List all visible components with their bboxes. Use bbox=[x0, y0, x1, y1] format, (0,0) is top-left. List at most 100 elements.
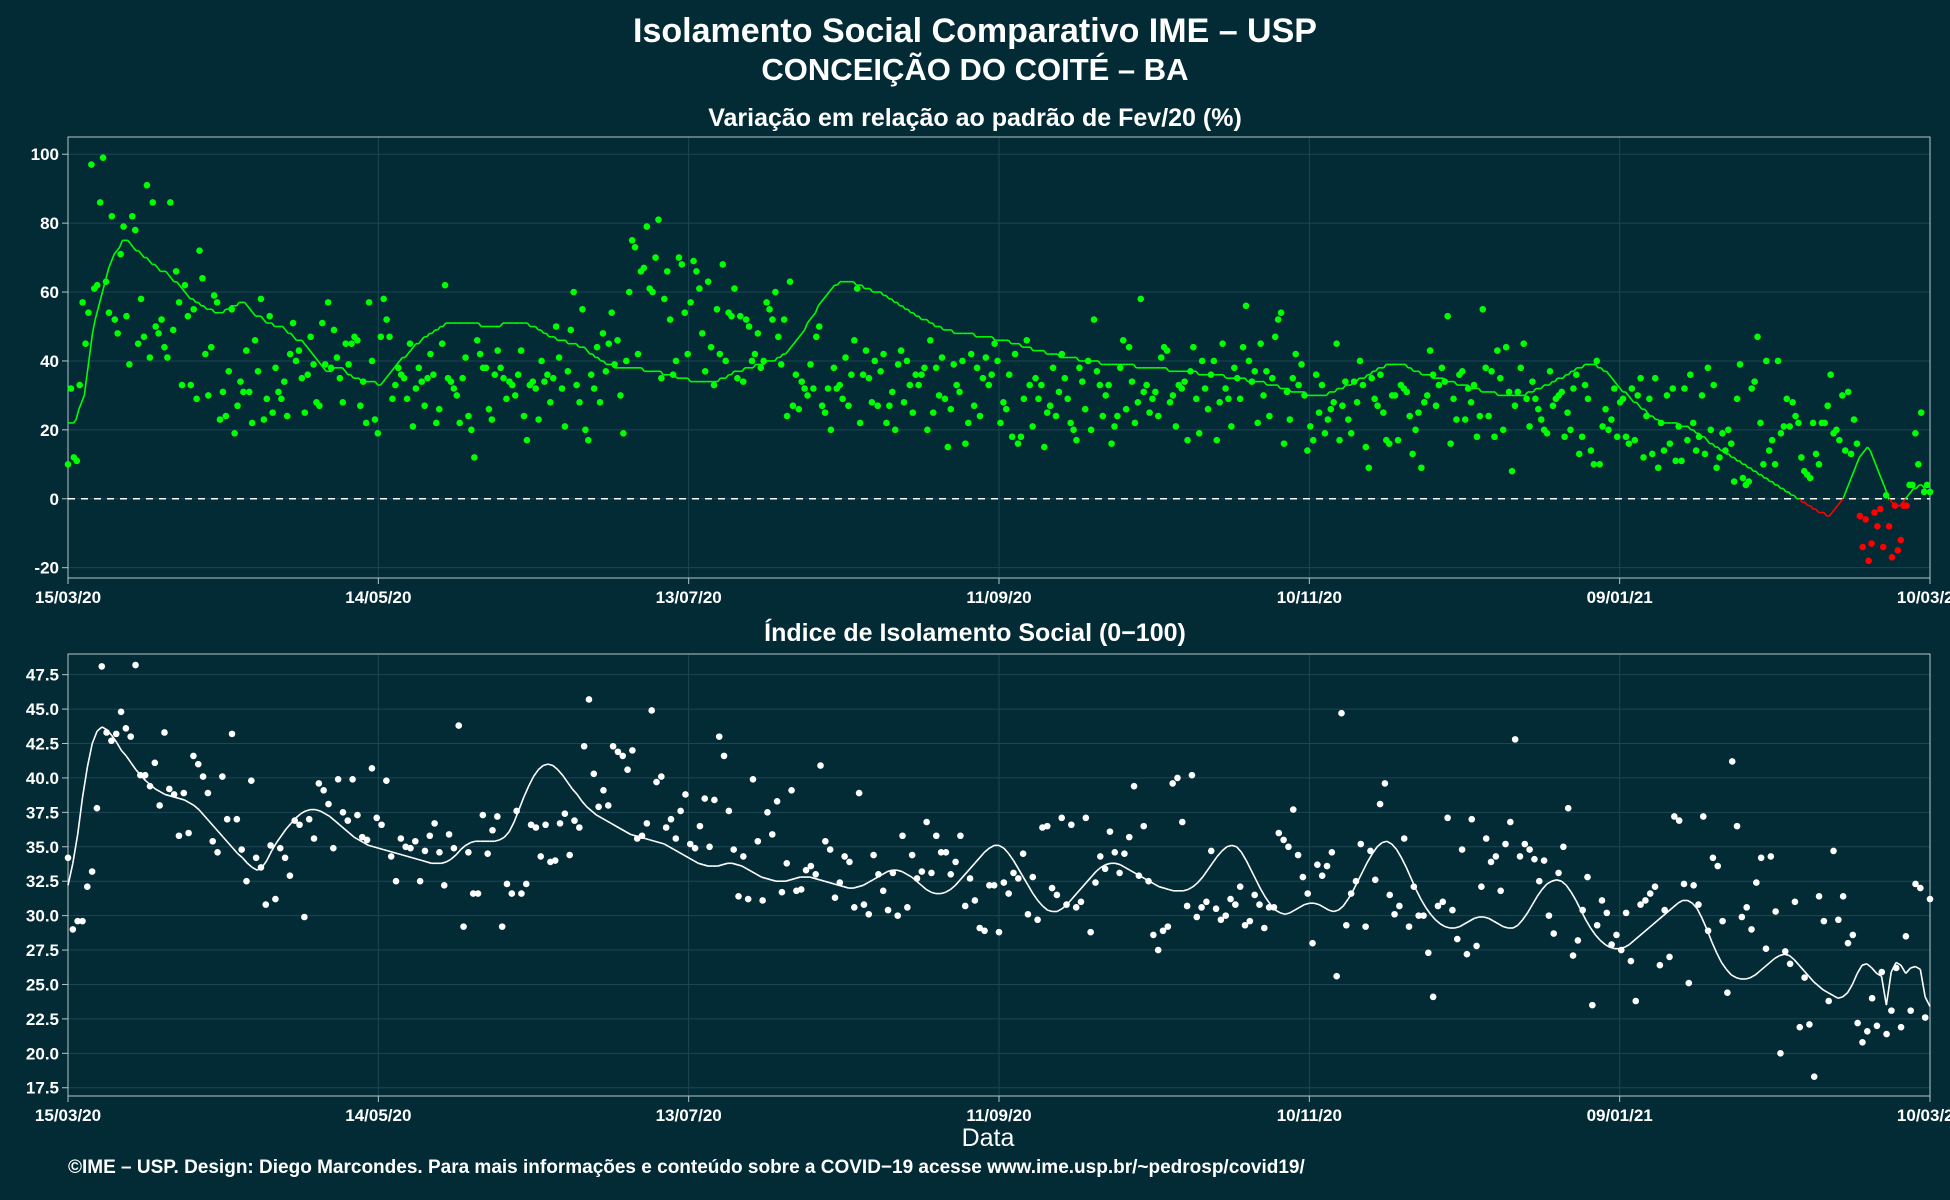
index-data-point bbox=[1714, 862, 1722, 870]
variation-data-point bbox=[368, 357, 376, 365]
variation-data-point bbox=[438, 340, 446, 348]
variation-moving-average-segment bbox=[1263, 381, 1268, 386]
variation-data-point bbox=[561, 423, 569, 430]
variation-moving-average-segment bbox=[1880, 477, 1885, 486]
index-data-point bbox=[1651, 883, 1659, 891]
variation-moving-average-segment bbox=[526, 322, 531, 327]
variation-moving-average-segment bbox=[1018, 343, 1023, 348]
variation-data-point bbox=[415, 364, 423, 372]
variation-moving-average-segment bbox=[1132, 363, 1137, 369]
variation-moving-average-segment bbox=[412, 343, 417, 348]
variation-moving-average-segment bbox=[244, 301, 249, 307]
index-moving-average-segment bbox=[1594, 934, 1601, 941]
index-data-point bbox=[1299, 873, 1307, 881]
top-panel-title: Variação em relação ao padrão de Fev/20 … bbox=[708, 104, 1242, 132]
index-moving-average-segment bbox=[387, 850, 394, 854]
index-moving-average-segment bbox=[819, 879, 825, 882]
index-moving-average-segment bbox=[649, 839, 655, 843]
index-data-point bbox=[450, 844, 458, 852]
variation-data-point bbox=[175, 299, 183, 306]
index-data-point bbox=[219, 773, 226, 780]
index-data-point bbox=[199, 773, 207, 780]
index-data-point bbox=[1034, 916, 1041, 924]
index-moving-average-segment bbox=[1735, 976, 1742, 980]
index-data-point bbox=[305, 815, 313, 823]
variation-data-point bbox=[1488, 367, 1495, 375]
index-data-point bbox=[1521, 840, 1529, 848]
index-moving-average-segment bbox=[208, 820, 215, 827]
index-data-point bbox=[233, 815, 241, 823]
variation-data-point bbox=[1675, 423, 1682, 430]
variation-data-point bbox=[739, 378, 747, 385]
index-data-point bbox=[1391, 910, 1398, 918]
index-data-point bbox=[494, 813, 501, 820]
variation-moving-average-segment bbox=[591, 353, 596, 358]
variation-data-point bbox=[1093, 367, 1101, 375]
index-data-point bbox=[431, 820, 438, 827]
index-data-point bbox=[783, 859, 791, 867]
variation-data-point bbox=[1274, 316, 1282, 323]
index-data-point bbox=[1468, 815, 1476, 823]
variation-data-point bbox=[795, 405, 803, 413]
variation-data-point bbox=[1201, 385, 1209, 392]
variation-data-point bbox=[1403, 388, 1411, 396]
index-data-point bbox=[103, 729, 110, 736]
index-moving-average-segment bbox=[67, 863, 74, 886]
index-moving-average-segment bbox=[809, 876, 815, 880]
index-data-point bbox=[1608, 941, 1615, 948]
variation-moving-average-segment bbox=[730, 370, 735, 376]
variation-data-point bbox=[851, 336, 858, 344]
index-data-point bbox=[1203, 898, 1210, 906]
variation-data-point bbox=[1514, 388, 1522, 396]
index-data-point bbox=[658, 773, 665, 780]
index-moving-average-segment bbox=[1231, 844, 1237, 848]
variation-moving-average-segment bbox=[1755, 470, 1760, 476]
index-moving-average-segment bbox=[72, 834, 79, 864]
variation-moving-average-segment bbox=[129, 243, 134, 248]
variation-data-point bbox=[207, 343, 215, 351]
variation-data-point bbox=[1719, 429, 1726, 437]
variation-data-point bbox=[623, 357, 630, 365]
index-data-point bbox=[740, 853, 747, 860]
variation-data-point bbox=[1874, 523, 1881, 530]
index-moving-average-segment bbox=[363, 841, 370, 847]
index-data-point bbox=[595, 803, 602, 811]
variation-data-point bbox=[947, 405, 955, 413]
variation-moving-average-segment bbox=[1687, 425, 1692, 431]
variation-data-point bbox=[585, 436, 592, 444]
variation-data-point bbox=[1087, 426, 1095, 434]
index-moving-average-segment bbox=[1517, 919, 1524, 926]
variation-data-point bbox=[1824, 402, 1831, 410]
index-data-point bbox=[1256, 901, 1263, 908]
variation-data-point bbox=[503, 395, 510, 403]
index-moving-average-segment bbox=[1304, 902, 1310, 906]
variation-data-point bbox=[842, 354, 849, 361]
index-data-point bbox=[865, 910, 873, 918]
variation-data-point bbox=[1304, 447, 1311, 454]
variation-moving-average-segment bbox=[292, 336, 297, 341]
variation-data-point bbox=[123, 312, 130, 320]
variation-data-point bbox=[754, 330, 762, 337]
variation-data-point bbox=[1590, 461, 1598, 468]
variation-data-point bbox=[877, 367, 884, 375]
index-data-point bbox=[682, 791, 689, 798]
variation-moving-average-segment bbox=[1222, 374, 1227, 379]
index-moving-average-segment bbox=[1361, 861, 1369, 872]
variation-data-point bbox=[245, 388, 253, 396]
variation-data-point bbox=[973, 364, 981, 372]
variation-data-point bbox=[1879, 543, 1887, 551]
index-data-point bbox=[691, 844, 699, 852]
index-data-point bbox=[1603, 909, 1611, 917]
variation-data-point bbox=[418, 378, 425, 385]
variation-data-point bbox=[1707, 426, 1715, 434]
index-data-point bbox=[1709, 854, 1717, 862]
variation-moving-average-segment bbox=[1798, 498, 1803, 503]
index-data-point bbox=[1198, 904, 1205, 911]
index-moving-average-segment bbox=[324, 813, 331, 818]
variation-moving-average-segment bbox=[907, 308, 912, 314]
index-data-point bbox=[1463, 950, 1471, 958]
variation-data-point bbox=[1070, 426, 1077, 434]
variation-data-point bbox=[357, 402, 364, 410]
index-data-point bbox=[1690, 882, 1697, 889]
index-data-point bbox=[518, 890, 525, 897]
